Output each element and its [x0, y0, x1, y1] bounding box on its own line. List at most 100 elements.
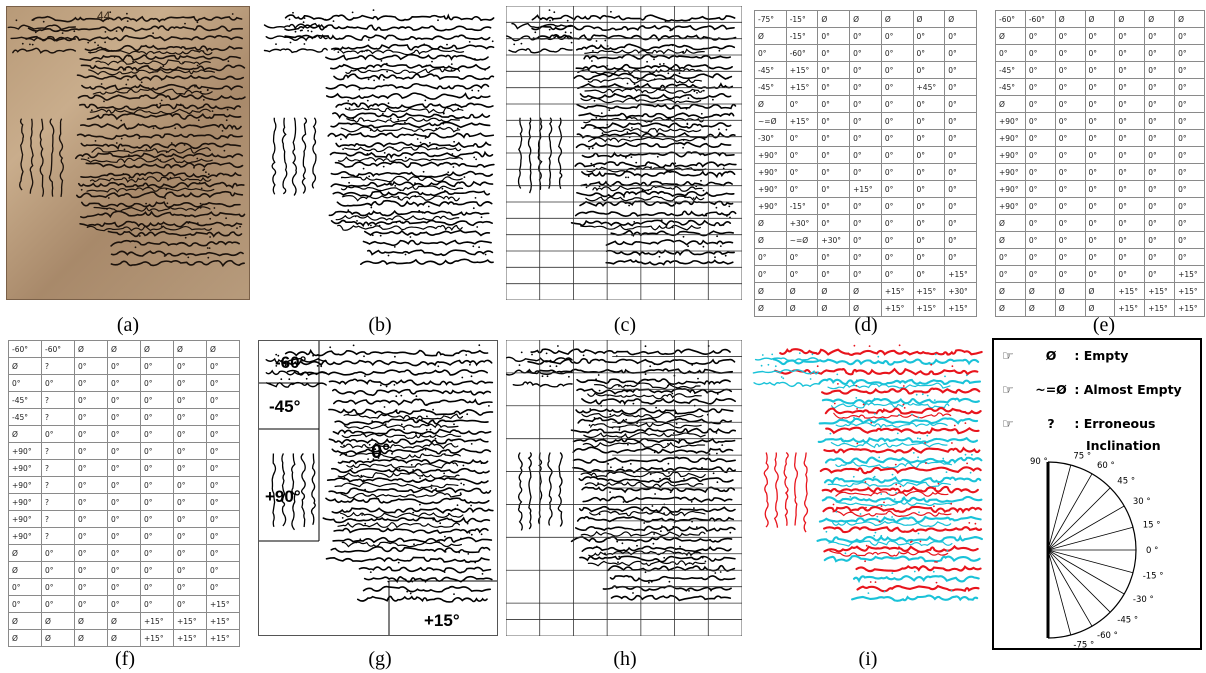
diacritic-dot: [760, 364, 763, 367]
handwriting-stroke: [576, 43, 736, 51]
diacritic-dot: [206, 247, 209, 249]
table-cell: Ø: [754, 214, 787, 232]
diacritic-dot: [424, 137, 427, 139]
table-cell: 0°: [140, 544, 174, 562]
diacritic-dot: [443, 453, 446, 455]
diacritic-dot: [593, 137, 596, 140]
table-cell: 0°: [1174, 214, 1205, 232]
diacritic-dot: [942, 457, 945, 460]
table-cell: Ø: [849, 10, 882, 28]
handwriting-stroke: [329, 150, 494, 160]
diacritic-dot: [617, 561, 619, 564]
table-cell: 0°: [912, 214, 946, 232]
diacritic-dot: [701, 556, 704, 559]
handwriting-stroke: [340, 511, 464, 519]
diacritic-dot: [688, 220, 691, 222]
handwriting-stroke: [851, 594, 979, 602]
panel-b-binarized: [260, 6, 500, 300]
diacritic-dot: [911, 413, 913, 416]
table-cell: +15°: [140, 629, 174, 647]
diacritic-dot: [912, 452, 915, 454]
fan-radial-line: [1047, 549, 1125, 595]
diacritic-dot: [198, 182, 201, 184]
handwriting-stroke: [823, 544, 979, 553]
legend-text-erroneous: : Erroneous: [1074, 416, 1156, 431]
table-cell: 0°: [74, 357, 108, 375]
diacritic-dot: [936, 561, 938, 563]
diacritic-dot: [761, 354, 764, 356]
handwriting-stroke: [80, 210, 246, 219]
handwriting-stroke: [531, 14, 736, 22]
table-cell: 0°: [206, 527, 240, 545]
diacritic-dot: [682, 50, 685, 53]
diacritic-dot: [945, 471, 948, 473]
handwriting-stroke: [821, 485, 979, 494]
handwriting-stroke: [265, 357, 327, 364]
diacritic-dot: [465, 354, 468, 356]
diacritic-dot: [394, 355, 396, 358]
diacritic-dot: [880, 534, 883, 537]
diacritic-dot: [362, 214, 365, 217]
diacritic-dot: [541, 375, 544, 378]
diacritic-dot: [876, 515, 879, 518]
diacritic-dot: [188, 221, 191, 223]
table-cell: 0°: [1024, 146, 1056, 164]
diacritic-dot: [648, 581, 650, 584]
diacritic-dot: [718, 49, 721, 52]
table-row: -60° -60° Ø Ø Ø Ø Ø: [995, 10, 1205, 28]
diacritic-dot: [870, 421, 873, 424]
table-cell: 0°: [206, 561, 240, 579]
table-cell: 0°: [785, 146, 819, 164]
table-cell: Ø: [754, 231, 787, 249]
diacritic-dot: [478, 344, 481, 347]
fan-radial-line: [1047, 526, 1134, 551]
diacritic-dot: [480, 216, 483, 219]
diacritic-dot: [174, 153, 176, 156]
handwriting-stroke: [7, 24, 77, 31]
diacritic-dot: [277, 354, 280, 357]
handwriting-stroke: [263, 47, 328, 54]
diacritic-dot: [477, 89, 480, 92]
table-cell: Ø: [849, 282, 882, 300]
diacritic-dot: [354, 518, 356, 521]
handwriting-stroke: [332, 388, 492, 397]
handwriting-stroke: [337, 521, 460, 529]
table-cell: 0°: [1054, 180, 1086, 198]
table-cell: Ø: [1084, 282, 1116, 300]
diacritic-dot: [132, 60, 134, 63]
diacritic-dot: [115, 30, 118, 32]
table-cell: Ø: [1174, 10, 1205, 28]
diacritic-dot: [626, 131, 629, 134]
table-cell: 0°: [849, 146, 882, 164]
table-cell: -45°: [754, 78, 787, 96]
diacritic-dot: [474, 197, 477, 199]
handwriting-stroke: [331, 447, 492, 455]
table-row: Ø Ø Ø Ø +15° +15° +15°: [995, 282, 1205, 300]
diacritic-dot: [865, 544, 868, 547]
diacritic-dot: [903, 407, 906, 409]
diacritic-dot: [80, 188, 83, 191]
table-cell: ?: [41, 459, 75, 477]
diacritic-dot: [601, 132, 604, 135]
diacritic-dot: [626, 28, 629, 31]
diacritic-dot: [869, 581, 872, 583]
diacritic-dot: [780, 376, 783, 378]
table-row: -45° +15° 0° 0° 0° 0° 0°: [754, 61, 977, 79]
table-cell: +15°: [912, 299, 946, 317]
diacritic-dot: [853, 344, 856, 347]
table-cell: Ø: [995, 27, 1026, 45]
diacritic-dot: [134, 246, 137, 249]
table-cell: 0°: [1114, 163, 1146, 181]
handwriting-stroke: [582, 441, 706, 449]
diacritic-dot: [399, 123, 402, 125]
diacritic-dot: [599, 507, 602, 509]
diacritic-dot: [693, 90, 696, 93]
handwriting-stroke: [340, 126, 461, 133]
diacritic-dot: [275, 43, 277, 45]
diacritic-dot: [444, 535, 446, 538]
diacritic-dot: [460, 482, 463, 485]
diacritic-dot: [862, 403, 865, 406]
diacritic-dot: [891, 516, 893, 518]
table-cell: 0°: [817, 27, 851, 45]
table-cell: 0°: [785, 248, 819, 266]
